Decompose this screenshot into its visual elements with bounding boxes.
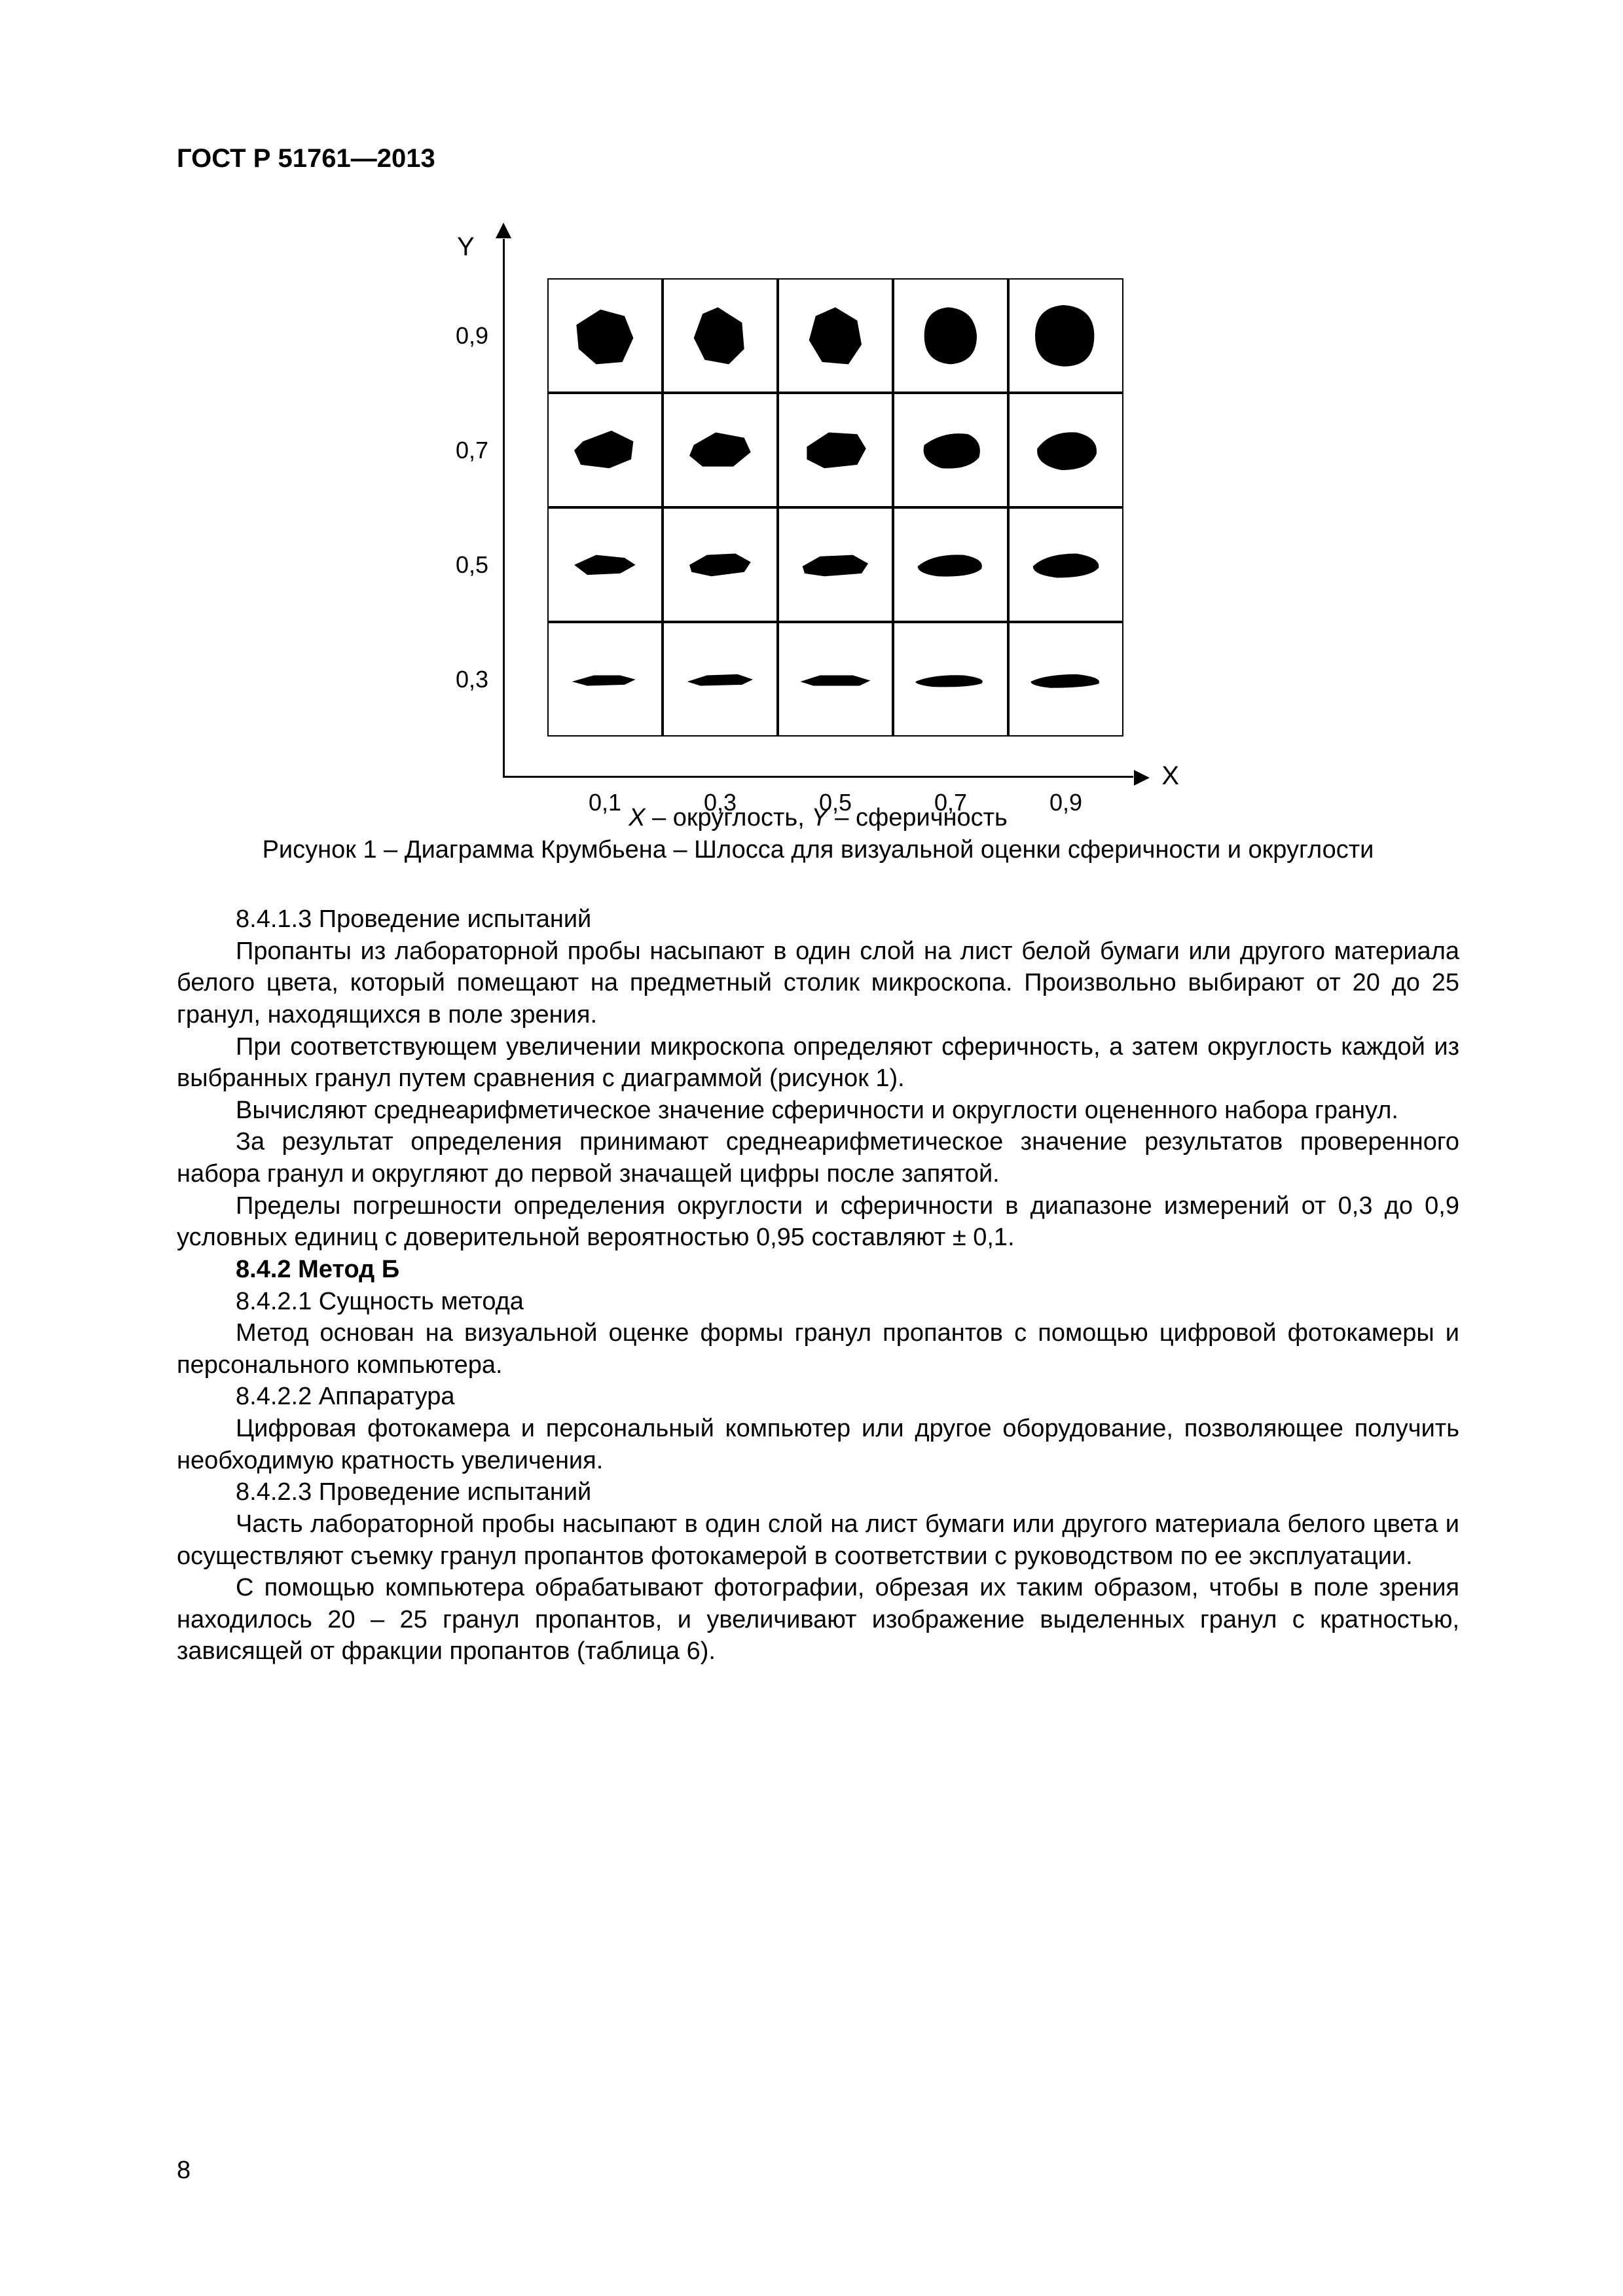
chart-cell bbox=[1008, 622, 1123, 737]
grain-shape-icon bbox=[798, 413, 873, 488]
grain-shape-icon bbox=[798, 642, 873, 717]
plot-area: 0,90,70,50,30,10,30,50,70,9 bbox=[503, 239, 1133, 778]
krumbein-sloss-chart: Y 0,90,70,50,30,10,30,50,70,9 X bbox=[503, 239, 1133, 778]
grain-shape-icon bbox=[798, 528, 873, 602]
chart-cell bbox=[663, 278, 778, 393]
paragraph: За результат определения принимают средн… bbox=[177, 1126, 1459, 1190]
chart-cell bbox=[778, 393, 893, 507]
grain-shape-icon bbox=[683, 528, 757, 602]
paragraph: 8.4.2.1 Сущность метода bbox=[177, 1286, 1459, 1318]
grain-shape-icon bbox=[568, 642, 642, 717]
y-axis-arrow-icon bbox=[496, 223, 511, 238]
chart-container: Y 0,90,70,50,30,10,30,50,70,9 X bbox=[177, 239, 1459, 778]
body-text: 8.4.1.3 Проведение испытанийПропанты из … bbox=[177, 903, 1459, 1667]
x-axis-label: X bbox=[1161, 761, 1179, 791]
chart-cell bbox=[778, 278, 893, 393]
chart-cell bbox=[663, 393, 778, 507]
grain-shape-icon bbox=[913, 642, 988, 717]
grain-shape-icon bbox=[1029, 528, 1103, 602]
chart-legend: X – округлость, Y – сферичность bbox=[177, 804, 1459, 832]
grain-shape-icon bbox=[568, 299, 642, 373]
page-number: 8 bbox=[177, 2157, 191, 2185]
x-tick-label: 0,3 bbox=[704, 776, 737, 816]
chart-cell bbox=[893, 507, 1008, 622]
legend-x-italic: X bbox=[629, 804, 645, 831]
paragraph: Вычисляют среднеарифметическое значение … bbox=[177, 1095, 1459, 1127]
paragraph: 8.4.1.3 Проведение испытаний bbox=[177, 903, 1459, 936]
y-tick-label: 0,9 bbox=[456, 322, 505, 350]
grain-shape-icon bbox=[568, 413, 642, 488]
y-tick-label: 0,3 bbox=[456, 666, 505, 693]
chart-cell bbox=[778, 622, 893, 737]
paragraph: Часть лабораторной пробы насыпают в один… bbox=[177, 1508, 1459, 1572]
x-tick-label: 0,7 bbox=[934, 776, 967, 816]
grain-shape-icon bbox=[1029, 413, 1103, 488]
x-axis-arrow-icon bbox=[1134, 770, 1150, 786]
figure-caption: Рисунок 1 – Диаграмма Крумбьена – Шлосса… bbox=[177, 836, 1459, 864]
y-tick-label: 0,5 bbox=[456, 551, 505, 579]
document-header: ГОСТ Р 51761—2013 bbox=[177, 144, 1459, 173]
paragraph: При соответствующем увеличении микроскоп… bbox=[177, 1031, 1459, 1095]
x-tick-label: 0,9 bbox=[1049, 776, 1082, 816]
chart-cell bbox=[547, 507, 663, 622]
grain-shape-icon bbox=[683, 299, 757, 373]
y-axis-label: Y bbox=[457, 232, 475, 262]
chart-cell bbox=[1008, 278, 1123, 393]
page: ГОСТ Р 51761—2013 Y 0,90,70,50,30,10,30,… bbox=[0, 0, 1623, 2296]
chart-cell bbox=[893, 393, 1008, 507]
chart-cell bbox=[1008, 393, 1123, 507]
paragraph: Пропанты из лабораторной пробы насыпают … bbox=[177, 936, 1459, 1031]
chart-cell bbox=[663, 622, 778, 737]
grain-shape-icon bbox=[798, 299, 873, 373]
chart-cell bbox=[1008, 507, 1123, 622]
paragraph: Пределы погрешности определения округлос… bbox=[177, 1190, 1459, 1254]
paragraph: Цифровая фотокамера и персональный компь… bbox=[177, 1413, 1459, 1476]
paragraph: 8.4.2.3 Проведение испытаний bbox=[177, 1476, 1459, 1508]
chart-cell bbox=[893, 278, 1008, 393]
paragraph: Метод основан на визуальной оценке формы… bbox=[177, 1317, 1459, 1381]
grain-shape-icon bbox=[913, 413, 988, 488]
chart-cell bbox=[547, 278, 663, 393]
paragraph: 8.4.2.2 Аппаратура bbox=[177, 1381, 1459, 1413]
grain-shape-icon bbox=[568, 528, 642, 602]
grain-shape-icon bbox=[683, 413, 757, 488]
chart-cell bbox=[893, 622, 1008, 737]
paragraph: 8.4.2 Метод Б bbox=[177, 1254, 1459, 1286]
x-tick-label: 0,5 bbox=[819, 776, 852, 816]
y-tick-label: 0,7 bbox=[456, 437, 505, 464]
chart-cell bbox=[778, 507, 893, 622]
legend-y-text: – сферичность bbox=[835, 804, 1008, 831]
x-tick-label: 0,1 bbox=[589, 776, 621, 816]
grain-shape-icon bbox=[913, 528, 988, 602]
chart-grid bbox=[547, 278, 1123, 737]
chart-cell bbox=[547, 622, 663, 737]
chart-cell bbox=[663, 507, 778, 622]
paragraph: С помощью компьютера обрабатывают фотогр… bbox=[177, 1572, 1459, 1667]
grain-shape-icon bbox=[683, 642, 757, 717]
grain-shape-icon bbox=[1029, 642, 1103, 717]
chart-cell bbox=[547, 393, 663, 507]
grain-shape-icon bbox=[1029, 299, 1103, 373]
grain-shape-icon bbox=[913, 299, 988, 373]
